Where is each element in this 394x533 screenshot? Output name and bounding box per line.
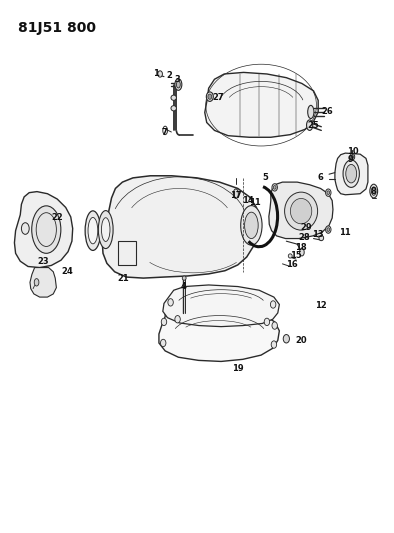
Ellipse shape (161, 318, 167, 326)
Polygon shape (15, 191, 73, 268)
Text: 5: 5 (262, 173, 268, 182)
Ellipse shape (283, 335, 290, 343)
Ellipse shape (32, 206, 61, 253)
Ellipse shape (241, 206, 262, 245)
Text: 81J51 800: 81J51 800 (18, 21, 96, 35)
Ellipse shape (270, 301, 276, 308)
Ellipse shape (299, 248, 304, 256)
Polygon shape (30, 268, 56, 297)
Ellipse shape (272, 184, 277, 191)
Ellipse shape (85, 211, 100, 251)
Ellipse shape (327, 228, 330, 231)
Ellipse shape (168, 298, 173, 306)
Text: 25: 25 (308, 120, 320, 130)
Ellipse shape (319, 236, 323, 241)
Ellipse shape (350, 154, 355, 160)
Ellipse shape (272, 322, 277, 329)
Text: 16: 16 (286, 261, 298, 269)
Ellipse shape (160, 340, 166, 346)
Ellipse shape (343, 160, 359, 188)
Text: 20: 20 (295, 336, 307, 345)
Text: 19: 19 (232, 364, 243, 373)
Text: 1: 1 (153, 69, 159, 78)
Ellipse shape (327, 191, 330, 195)
Text: 23: 23 (38, 257, 49, 266)
Ellipse shape (290, 198, 312, 224)
Ellipse shape (34, 279, 39, 286)
Ellipse shape (175, 316, 180, 323)
Text: 10: 10 (347, 147, 358, 156)
Polygon shape (163, 285, 279, 327)
Ellipse shape (171, 95, 177, 100)
Text: 27: 27 (212, 93, 224, 102)
Text: 4: 4 (180, 282, 186, 291)
Ellipse shape (171, 106, 177, 111)
Polygon shape (335, 153, 368, 195)
Ellipse shape (21, 223, 29, 235)
Text: 12: 12 (315, 301, 326, 310)
Ellipse shape (372, 187, 376, 195)
Polygon shape (102, 176, 258, 278)
Text: 7: 7 (161, 127, 167, 136)
Polygon shape (159, 308, 279, 361)
Text: 2: 2 (167, 71, 173, 80)
Text: 22: 22 (51, 214, 63, 222)
Text: 29: 29 (300, 223, 312, 232)
Ellipse shape (307, 120, 313, 131)
Text: 17: 17 (230, 191, 242, 200)
Polygon shape (269, 182, 333, 239)
Ellipse shape (101, 217, 110, 241)
Ellipse shape (182, 276, 186, 280)
Text: 6: 6 (318, 173, 323, 182)
Ellipse shape (273, 185, 276, 189)
Ellipse shape (325, 189, 331, 196)
Text: 3: 3 (175, 75, 180, 84)
Text: 11: 11 (339, 228, 351, 237)
Text: 28: 28 (298, 233, 310, 242)
Ellipse shape (208, 94, 212, 99)
Ellipse shape (88, 217, 98, 244)
Text: 11: 11 (249, 198, 261, 207)
Polygon shape (118, 241, 136, 265)
Text: 8: 8 (371, 187, 377, 196)
Ellipse shape (245, 212, 258, 239)
Ellipse shape (288, 254, 292, 258)
Ellipse shape (206, 92, 213, 101)
Text: 26: 26 (321, 108, 333, 116)
Ellipse shape (175, 79, 182, 90)
Text: 21: 21 (117, 273, 129, 282)
Text: 13: 13 (312, 230, 324, 239)
Text: 14: 14 (242, 196, 253, 205)
Ellipse shape (98, 211, 113, 248)
Ellipse shape (351, 155, 353, 158)
Ellipse shape (325, 226, 331, 233)
Text: 24: 24 (61, 267, 73, 276)
Ellipse shape (308, 106, 314, 118)
Text: 18: 18 (295, 243, 307, 252)
Ellipse shape (177, 81, 180, 88)
Ellipse shape (346, 165, 357, 183)
Ellipse shape (158, 71, 162, 77)
Ellipse shape (264, 318, 269, 326)
Ellipse shape (233, 189, 238, 198)
Text: 9: 9 (348, 155, 353, 164)
Ellipse shape (271, 341, 277, 348)
Ellipse shape (284, 192, 318, 230)
Text: 15: 15 (290, 252, 302, 261)
Polygon shape (205, 72, 318, 138)
Ellipse shape (370, 184, 377, 198)
